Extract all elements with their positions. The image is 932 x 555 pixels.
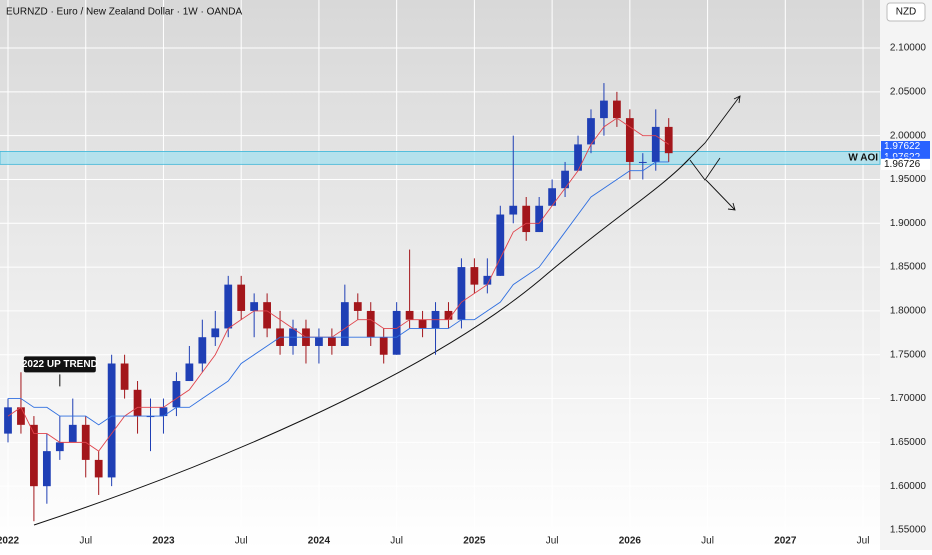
candle-body xyxy=(146,416,155,418)
candle-body xyxy=(133,389,142,417)
candle-body xyxy=(418,319,427,329)
moving-average xyxy=(7,117,669,452)
candle-body xyxy=(211,328,220,338)
chart-title: EURNZD · Euro / New Zealand Dollar · 1W … xyxy=(6,7,242,18)
x-tick-label: 2025 xyxy=(463,536,486,547)
currency-label: NZD xyxy=(896,7,917,18)
x-tick-label: Jul xyxy=(235,536,248,547)
y-tick-label: 1.75000 xyxy=(890,349,927,360)
candle-body xyxy=(159,407,168,417)
x-tick-label: 2024 xyxy=(308,536,331,547)
candle-body xyxy=(68,424,77,443)
candle-body xyxy=(613,100,621,119)
price-tag-label: 1.97622 xyxy=(884,141,921,152)
price-tag-label: 1.96726 xyxy=(884,159,921,170)
candle-body xyxy=(625,118,634,162)
moving-average xyxy=(8,161,669,426)
price-tag xyxy=(881,140,930,152)
bull-scenario-arrow xyxy=(682,95,741,166)
x-tick-label: 2026 xyxy=(619,536,642,547)
trend-line xyxy=(33,157,691,526)
candle-body xyxy=(327,337,336,346)
candle-body xyxy=(574,144,582,171)
candle-body xyxy=(353,302,362,311)
candle-body xyxy=(535,205,544,233)
candle-body xyxy=(457,267,466,320)
annotation-box xyxy=(23,356,96,373)
y-tick-label: 2.05000 xyxy=(890,86,927,97)
candle-body xyxy=(522,205,531,233)
y-tick-label: 1.55000 xyxy=(890,525,927,536)
price-tag xyxy=(881,158,930,170)
candle-body xyxy=(315,337,323,346)
candle-body xyxy=(509,205,518,215)
candle-body xyxy=(30,424,38,487)
x-tick-label: 2023 xyxy=(152,536,175,547)
candle-body xyxy=(120,363,129,390)
candle-body xyxy=(94,459,103,478)
candle-body xyxy=(470,267,479,285)
aoi-zone xyxy=(0,151,881,165)
currency-button[interactable] xyxy=(886,2,926,22)
y-tick-label: 1.70000 xyxy=(890,393,927,404)
x-tick-label: Jul xyxy=(390,536,403,547)
y-tick-label: 2.10000 xyxy=(890,43,927,54)
candle-body xyxy=(224,284,233,329)
candle-body xyxy=(198,337,207,364)
candle-body xyxy=(4,407,12,434)
candle-body xyxy=(664,126,673,154)
price-axis-panel xyxy=(880,0,932,550)
candle-body xyxy=(340,302,349,346)
candle-body xyxy=(638,161,647,163)
y-tick-label: 1.85000 xyxy=(890,262,927,273)
candle-body xyxy=(379,337,388,355)
candle-body xyxy=(561,170,569,189)
candle-body xyxy=(237,284,246,311)
candle-body xyxy=(185,363,194,382)
candle-body xyxy=(405,310,414,320)
y-tick-label: 1.65000 xyxy=(890,437,927,448)
x-tick-label: Jul xyxy=(701,536,714,547)
x-tick-label: Jul xyxy=(546,536,559,547)
candle-body xyxy=(587,118,595,145)
x-tick-label: 2027 xyxy=(774,536,797,547)
candle-body xyxy=(651,126,660,162)
candle-body xyxy=(600,100,608,119)
candle-body xyxy=(548,188,557,206)
candle-body xyxy=(366,310,375,338)
bear-scenario-arrow xyxy=(689,157,736,211)
y-tick-label: 1.60000 xyxy=(890,481,927,492)
candle-body xyxy=(250,302,259,311)
candle-body xyxy=(263,302,271,329)
y-tick-label: 1.90000 xyxy=(890,218,927,229)
aoi-label: W AOI xyxy=(848,153,878,164)
candle-body xyxy=(107,363,116,478)
candle-body xyxy=(17,407,25,425)
annotation-text: 2022 UP TREND xyxy=(22,359,98,370)
candle-body xyxy=(55,442,64,452)
x-tick-label: Jul xyxy=(79,536,92,547)
candle-body xyxy=(42,451,51,487)
candle-body xyxy=(392,310,401,355)
y-tick-label: 2.00000 xyxy=(890,130,927,141)
candle-body xyxy=(172,381,181,408)
candle-body xyxy=(496,214,505,276)
x-tick-label: 2022 xyxy=(0,536,20,547)
x-tick-label: Jul xyxy=(857,536,870,547)
y-tick-label: 1.95000 xyxy=(890,174,927,185)
candle-body xyxy=(444,310,453,320)
y-tick-label: 1.80000 xyxy=(890,306,927,317)
candle-body xyxy=(483,275,492,285)
